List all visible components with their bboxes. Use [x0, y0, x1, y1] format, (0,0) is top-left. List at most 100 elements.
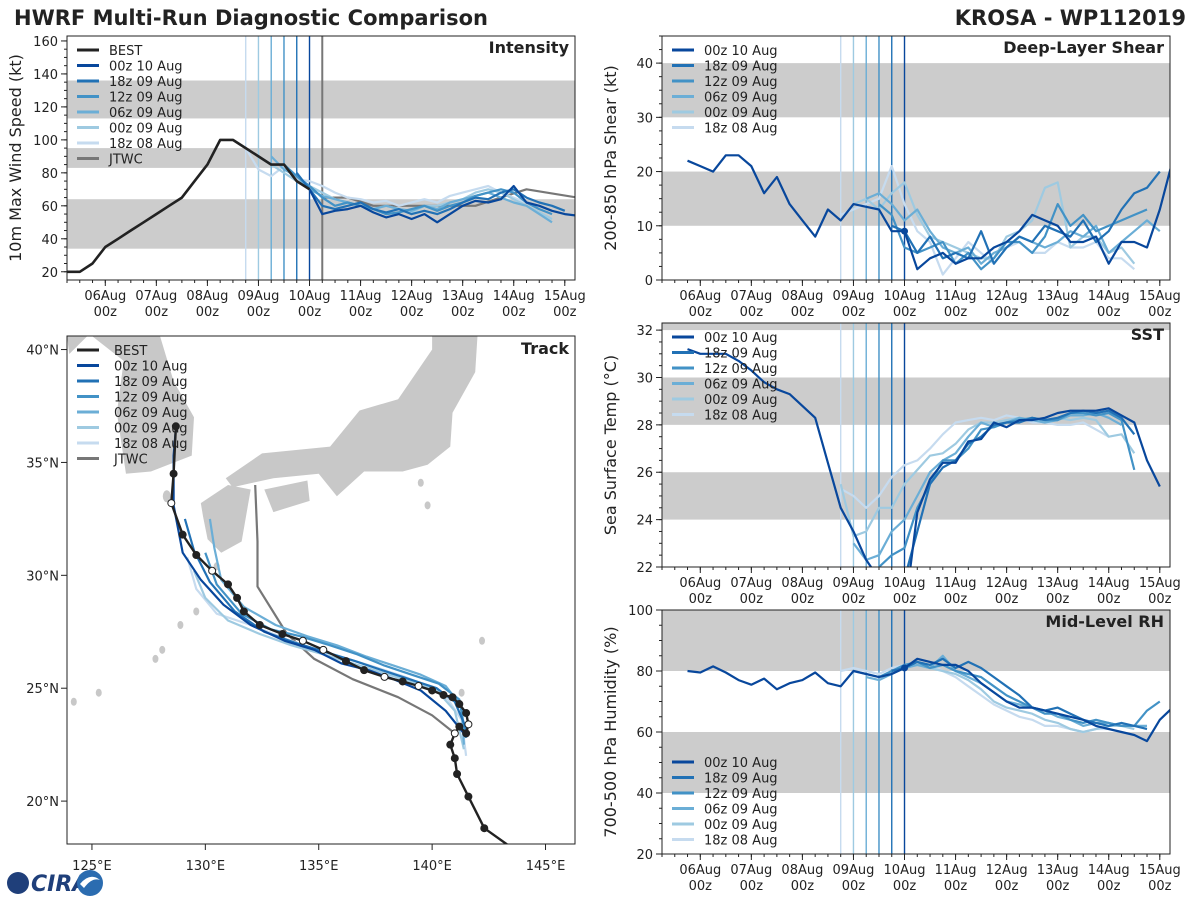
sst-xtick-label-hour: 00z — [1046, 592, 1070, 607]
shear-xtick-label-hour: 00z — [944, 305, 968, 320]
sst-xtick-label-day: 09Aug — [832, 576, 874, 591]
intensity-best-line — [67, 138, 311, 274]
shear-legend-label: 06z 09 Aug — [704, 91, 778, 106]
track-ytick-label: 40°N — [26, 344, 59, 359]
island-landmass — [95, 688, 102, 697]
shear-band — [662, 63, 1170, 118]
track-best-point — [341, 657, 350, 666]
shear-xtick-label-day: 07Aug — [730, 289, 772, 304]
track-best-point — [167, 499, 176, 508]
track-legend-label: 12z 09 Aug — [114, 391, 188, 406]
track-best-point — [239, 607, 248, 616]
intensity-xtick-label-day: 08Aug — [186, 289, 228, 304]
satellite-swirl-icon — [77, 870, 103, 896]
rh-xtick-label-day: 10Aug — [884, 863, 926, 878]
shear-xtick-label-hour: 00z — [1148, 305, 1172, 320]
track-legend-label: 18z 09 Aug — [114, 375, 188, 390]
intensity-plot-area — [67, 36, 575, 280]
rh-xtick-label-hour: 00z — [944, 879, 968, 894]
track-legend-label: 18z 08 Aug — [114, 437, 188, 452]
shear-xtick-label-day: 15Aug — [1139, 289, 1181, 304]
intensity-ytick-label: 20 — [41, 266, 58, 281]
track-frame — [66, 335, 576, 845]
shear-legend-label: 18z 08 Aug — [704, 122, 778, 137]
sst-series-line — [840, 414, 1110, 509]
rh-xtick-label-hour: 00z — [893, 879, 917, 894]
intensity-xtick-label-day: 12Aug — [391, 289, 433, 304]
track-legend-label: 06z 09 Aug — [114, 406, 188, 421]
intensity-xtick-label-hour: 00z — [196, 305, 220, 320]
track-best-point — [398, 677, 407, 686]
rh-xtick-label-day: 11Aug — [935, 863, 977, 878]
intensity-ytick-label: 80 — [41, 167, 58, 182]
rh-ytick-label: 40 — [636, 787, 653, 802]
intensity-xtick-label-day: 11Aug — [340, 289, 382, 304]
track-plot-area — [67, 336, 509, 844]
shear-xtick-label-day: 13Aug — [1037, 289, 1079, 304]
rh-xtick-label-hour: 00z — [1046, 879, 1070, 894]
track-best-point — [380, 672, 389, 681]
sst-xtick-label-day: 14Aug — [1088, 576, 1130, 591]
intensity-ytick-label: 40 — [41, 233, 58, 248]
rh-xtick-label-day: 06Aug — [679, 863, 721, 878]
track-best-point — [319, 645, 328, 654]
intensity-xtick-label-hour: 00z — [451, 305, 475, 320]
sst-legend-label: 00z 09 Aug — [704, 393, 778, 408]
track-best-point — [208, 566, 217, 575]
track-best-point — [360, 666, 369, 675]
sst-legend-label: 12z 09 Aug — [704, 362, 778, 377]
track-ytick-label: 25°N — [26, 682, 59, 697]
track-ytick-label: 30°N — [26, 569, 59, 584]
track-best-point — [464, 720, 473, 729]
shear-xtick-label-day: 10Aug — [884, 289, 926, 304]
rh-ytick-label: 60 — [636, 726, 653, 741]
intensity-band — [67, 199, 575, 249]
intensity-xtick-label-day: 09Aug — [237, 289, 279, 304]
shear-xtick-label-day: 11Aug — [935, 289, 977, 304]
shear-xtick-label-day: 09Aug — [832, 289, 874, 304]
rh-ytick-label: 100 — [628, 604, 653, 619]
rh-legend-label: 00z 10 Aug — [704, 756, 778, 771]
track-best-point — [455, 722, 464, 731]
track-best-point — [480, 824, 489, 833]
intensity-xtick-label-day: 15Aug — [544, 289, 586, 304]
rh-xtick-label-day: 14Aug — [1088, 863, 1130, 878]
track-best-point — [278, 630, 287, 639]
sst-legend-label: 18z 09 Aug — [704, 347, 778, 362]
intensity-xtick-label-day: 10Aug — [289, 289, 331, 304]
rh-xtick-label-hour: 00z — [791, 879, 815, 894]
shear-xtick-label-hour: 00z — [842, 305, 866, 320]
shear-panel: 06Aug00z07Aug00z08Aug00z09Aug00z10Aug00z… — [601, 35, 1181, 320]
intensity-xtick-label-hour: 00z — [145, 305, 169, 320]
intensity-ylabel: 10m Max Wind Speed (kt) — [6, 54, 25, 262]
intensity-series-line — [308, 184, 575, 224]
shear-ytick-label: 10 — [636, 220, 653, 235]
intensity-band — [67, 148, 575, 168]
rh-panel-title: Mid-Level RH — [1045, 612, 1164, 631]
sst-xtick-label-day: 08Aug — [781, 576, 823, 591]
track-xtick-label: 130°E — [186, 859, 226, 874]
island-landmass — [424, 501, 431, 510]
island-landmass — [70, 697, 77, 706]
intensity-xtick-label-day: 14Aug — [493, 289, 535, 304]
shear-ytick-label: 40 — [636, 57, 653, 72]
island-landmass — [152, 654, 159, 663]
track-best-point — [453, 770, 462, 779]
shear-xtick-label-hour: 00z — [995, 305, 1019, 320]
swirl-stroke — [80, 876, 100, 888]
shear-xtick-label-day: 08Aug — [781, 289, 823, 304]
rh-ylabel: 700-500 hPa Humidity (%) — [601, 626, 620, 837]
sst-panel: 06Aug00z07Aug00z08Aug00z09Aug00z10Aug00z… — [601, 322, 1181, 607]
sst-ytick-label: 24 — [636, 514, 653, 529]
shear-plot-area — [662, 36, 1170, 280]
intensity-legend-label: 12z 09 Aug — [109, 91, 183, 106]
track-legend-label: 00z 10 Aug — [114, 360, 188, 375]
sst-xtick-label-day: 15Aug — [1139, 576, 1181, 591]
track-panel: 125°E 130°E 135°E 140°E 145°E 20°N 25°N 30°N 35°… — [26, 335, 576, 874]
shear-ylabel: 200-850 hPa Shear (kt) — [601, 65, 620, 251]
shear-xtick-label-day: 12Aug — [986, 289, 1028, 304]
intensity-xtick-label-hour: 00z — [400, 305, 424, 320]
shikoku-landmass — [264, 480, 310, 513]
track-best-point — [178, 530, 187, 539]
intensity-xtick-label-day: 13Aug — [442, 289, 484, 304]
